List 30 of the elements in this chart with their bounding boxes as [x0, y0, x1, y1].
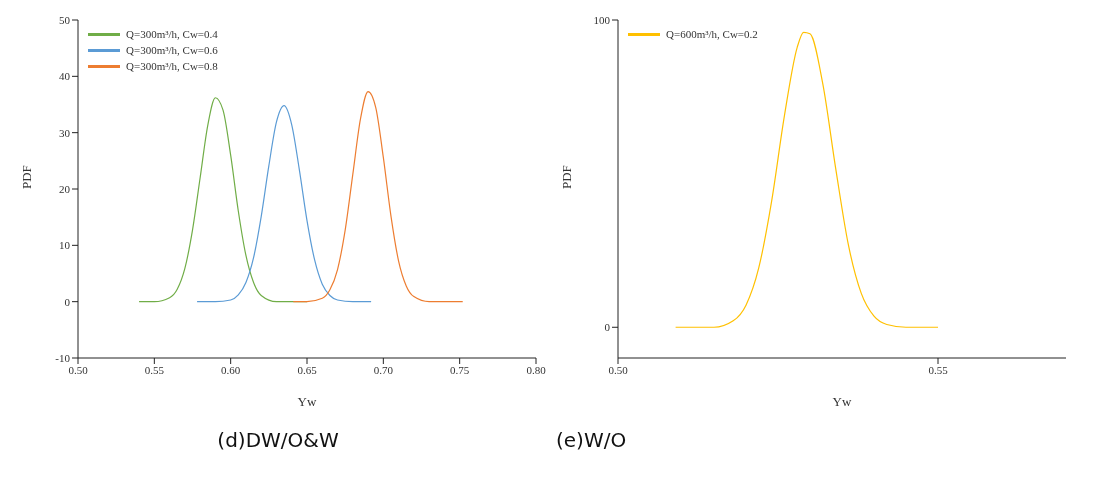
y-tick-label: 20 — [59, 182, 71, 195]
y-tick-label: -10 — [55, 351, 71, 364]
x-tick-label: 0.60 — [221, 363, 241, 376]
text: (e)W/O — [556, 428, 627, 452]
y-tick-label: 30 — [59, 126, 71, 139]
y-tick-label: 0 — [64, 295, 71, 308]
y-axis-title: PDF — [558, 165, 574, 189]
x-tick-label: 0.55 — [928, 363, 949, 376]
y-tick-label: 10 — [59, 239, 71, 252]
y-tick-label: 100 — [593, 13, 611, 26]
legend-label: Q=300m³/h, Cw=0.6 — [126, 43, 218, 58]
text: (d)DW/O&W — [216, 428, 340, 452]
legend-label: Q=300m³/h, Cw=0.4 — [126, 27, 218, 42]
x-axis-title: Yw — [832, 394, 852, 409]
line-series — [292, 90, 464, 303]
x-tick-label: 0.55 — [144, 363, 165, 376]
x-tick-label: 0.75 — [450, 363, 470, 376]
legend-label: Q=300m³/h, Cw=0.8 — [126, 59, 218, 74]
x-tick-label: 0.65 — [297, 363, 318, 376]
x-tick-label: 0.50 — [68, 363, 89, 376]
y-axis-title: PDF — [18, 165, 34, 189]
y-tick-label: 50 — [59, 13, 71, 26]
legend-label: Q=600m³/h, Cw=0.2 — [666, 27, 758, 42]
line-series — [196, 105, 372, 303]
x-tick-label: 0.70 — [373, 363, 394, 376]
y-tick-label: 0 — [604, 321, 611, 334]
y-tick-label: 40 — [59, 70, 71, 83]
x-tick-label: 0.50 — [608, 363, 629, 376]
x-axis-title: Yw — [297, 394, 317, 409]
x-tick-label: 0.80 — [526, 363, 547, 376]
